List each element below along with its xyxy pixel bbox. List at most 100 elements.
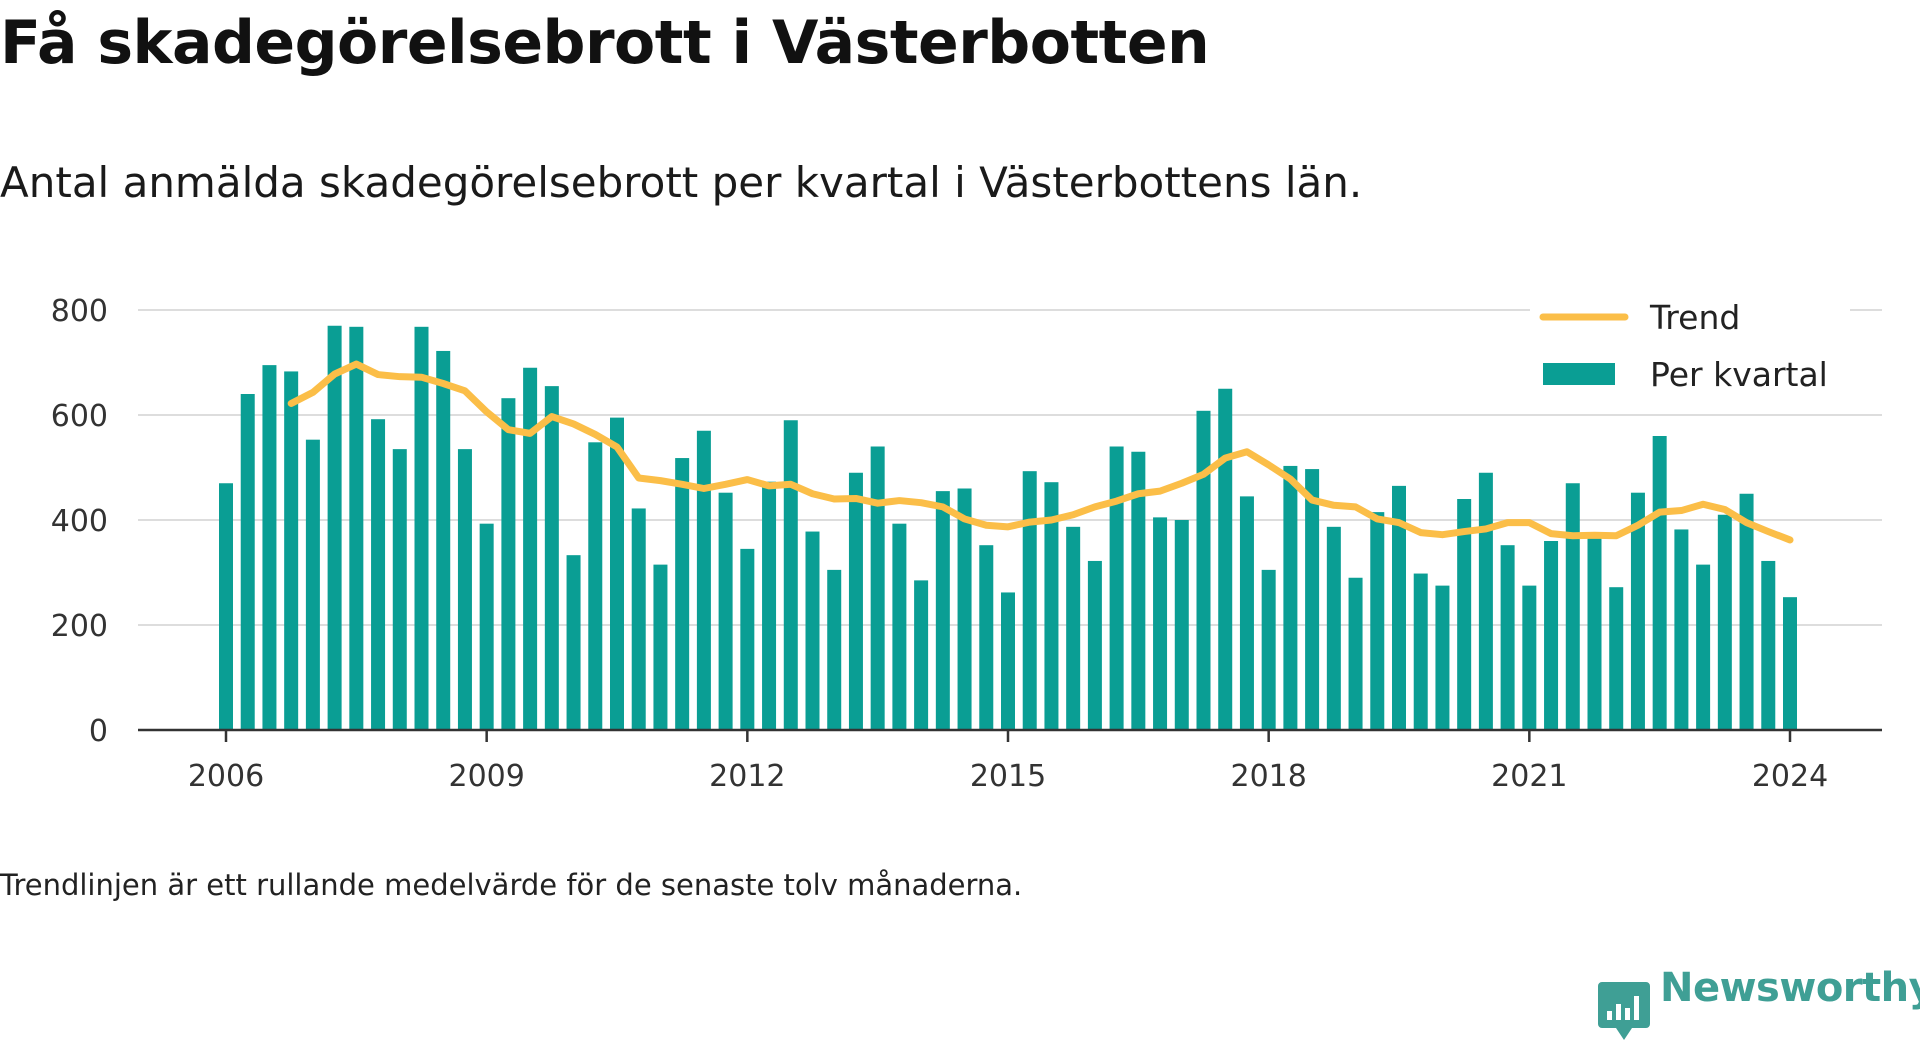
bar [1218, 388, 1233, 730]
bar [1392, 485, 1406, 730]
y-tick-label: 0 [89, 714, 108, 749]
bar [1044, 482, 1059, 730]
bar [1348, 577, 1363, 730]
bar [544, 386, 559, 730]
x-axis-ticks: 2006 2009 2012 2015 2018 2021 2024 [188, 730, 1828, 794]
bar [914, 580, 929, 730]
bar [588, 442, 603, 730]
bar [1413, 573, 1428, 730]
y-tick-label: 600 [51, 399, 108, 434]
legend-bar-swatch [1543, 363, 1615, 385]
bar [1435, 585, 1450, 730]
bar [1087, 560, 1102, 730]
bar [1001, 592, 1015, 730]
bar [1370, 512, 1385, 730]
trend-series [287, 360, 1794, 544]
footnote: Trendlinjen är ett rullande medelvärde f… [0, 868, 1023, 902]
bar [349, 326, 364, 730]
bar [1239, 496, 1254, 730]
bar [610, 417, 624, 730]
bar [696, 430, 711, 730]
bar [1717, 514, 1732, 730]
bar [1500, 545, 1515, 730]
bar [1674, 529, 1689, 730]
x-tick-label: 2012 [709, 759, 785, 794]
bar [1739, 493, 1754, 730]
bar [392, 449, 407, 730]
bar [892, 523, 907, 730]
bar [371, 419, 386, 730]
bar [305, 439, 320, 730]
bar [284, 371, 299, 730]
legend: Trend Per kvartal [1530, 287, 1850, 402]
bar [1522, 585, 1537, 730]
bar [1326, 526, 1341, 730]
bar [631, 508, 646, 730]
bar [566, 555, 581, 730]
x-tick-label: 2021 [1491, 759, 1567, 794]
bar [1457, 499, 1472, 730]
bar [1652, 436, 1667, 730]
bar [240, 394, 255, 730]
legend-bar-label: Per kvartal [1650, 355, 1828, 394]
bar [957, 488, 972, 730]
bar [1696, 564, 1711, 730]
legend-trend-label: Trend [1649, 298, 1740, 337]
x-tick-label: 2006 [188, 759, 264, 794]
bar [1261, 569, 1276, 730]
bar [1544, 541, 1559, 730]
y-tick-label: 800 [51, 294, 108, 329]
bar [1283, 465, 1298, 730]
bar [848, 472, 863, 730]
y-tick-label: 400 [51, 504, 108, 539]
bar [501, 398, 516, 730]
bar [262, 365, 277, 730]
bar [827, 569, 842, 730]
x-tick-label: 2009 [448, 759, 524, 794]
bar [1305, 469, 1320, 730]
bar [523, 367, 538, 730]
brand-logo[interactable]: Newsworthy [1598, 960, 1920, 1040]
bar [414, 326, 429, 730]
bar [327, 325, 342, 730]
bar [805, 531, 820, 730]
bar [219, 483, 233, 730]
bar [1565, 483, 1580, 730]
bar [740, 548, 755, 730]
y-tick-label: 200 [51, 609, 108, 644]
y-axis-ticks: 0 200 400 600 800 [51, 294, 108, 749]
x-tick-label: 2024 [1752, 759, 1828, 794]
bar [1630, 492, 1645, 730]
chart-subtitle: Antal anmälda skadegörelsebrott per kvar… [0, 158, 1363, 207]
bar [457, 449, 472, 730]
chart-title: Få skadegörelsebrott i Västerbotten [0, 8, 1210, 78]
bar [718, 492, 733, 730]
bar [1109, 446, 1124, 730]
bar [653, 564, 668, 730]
bar [762, 481, 777, 730]
bar [1783, 597, 1797, 730]
bar-series [219, 325, 1797, 730]
bar [783, 420, 798, 730]
trend-line [287, 360, 1794, 544]
bar [1174, 520, 1189, 730]
bar [479, 523, 494, 730]
x-tick-label: 2015 [970, 759, 1046, 794]
bar [1153, 517, 1168, 730]
bar [1761, 560, 1776, 730]
bar [436, 350, 451, 730]
bar [1196, 410, 1211, 730]
bar [1066, 526, 1081, 730]
bar [1022, 471, 1037, 730]
bar [870, 446, 885, 730]
bar [1131, 451, 1146, 730]
bar [1587, 535, 1602, 730]
bar [1478, 472, 1493, 730]
bar [1609, 587, 1624, 730]
bar [979, 545, 994, 730]
brand-name: Newsworthy [1660, 965, 1920, 1011]
bar [675, 458, 690, 730]
x-tick-label: 2018 [1230, 759, 1306, 794]
bar [935, 491, 950, 730]
